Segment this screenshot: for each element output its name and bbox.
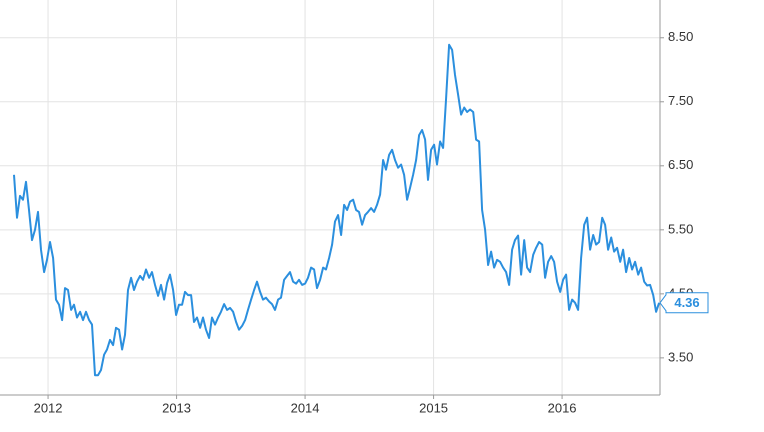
x-tick-label: 2014 (291, 400, 320, 415)
last-value-box (659, 292, 709, 314)
x-tick-label: 2012 (34, 400, 63, 415)
last-value-label: 4.36 (674, 295, 699, 310)
x-tick-label: 2015 (419, 400, 448, 415)
y-tick-label: 5.50 (668, 221, 693, 236)
last-value-marker: 4.36 (659, 292, 709, 314)
y-tick-label: 6.50 (668, 157, 693, 172)
x-tick-label: 2013 (162, 400, 191, 415)
y-tick-label: 3.50 (668, 349, 693, 364)
y-tick-label: 7.50 (668, 93, 693, 108)
y-tick-label: 8.50 (668, 29, 693, 44)
price-line (13, 43, 661, 377)
x-tick-label: 2016 (548, 400, 577, 415)
